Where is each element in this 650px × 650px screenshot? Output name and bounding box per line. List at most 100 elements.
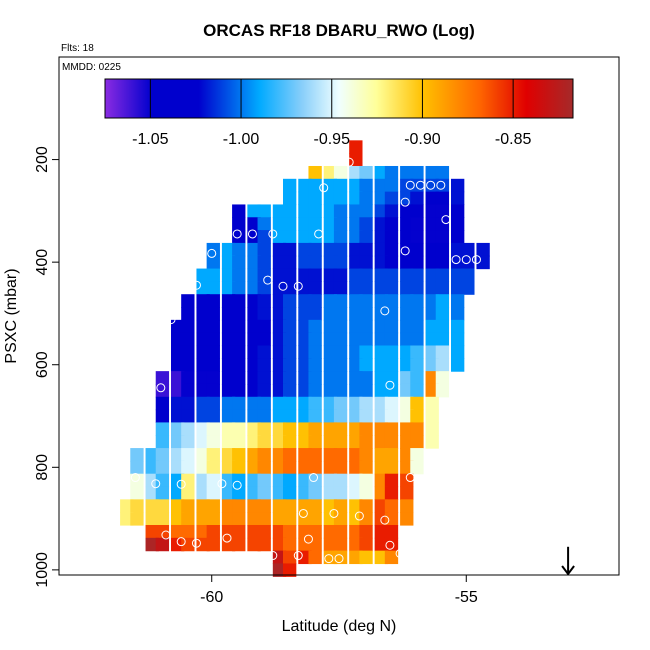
heatmap-cell: [410, 242, 424, 257]
heatmap-cell: [196, 435, 210, 449]
heatmap-cell: [323, 307, 338, 321]
heatmap-cell: [257, 294, 271, 308]
heatmap-cell: [349, 255, 363, 270]
heatmap-cell: [374, 178, 388, 193]
colorbar-tick-label: -0.90: [404, 131, 441, 148]
heatmap-cell: [145, 460, 159, 475]
heatmap-cell: [374, 358, 388, 372]
heatmap-cell: [400, 409, 414, 424]
heatmap-cell: [374, 191, 388, 206]
heatmap-cell: [298, 358, 312, 372]
heatmap-cell: [333, 268, 348, 282]
heatmap-cell: [333, 230, 348, 244]
heatmap-cell: [221, 460, 236, 475]
heatmap-cell: [272, 307, 287, 321]
heatmap-cell: [461, 242, 475, 257]
heatmap-cell: [374, 217, 388, 231]
heatmap-cell: [374, 332, 388, 347]
heatmap-cell: [425, 332, 439, 347]
heatmap-cell: [221, 512, 236, 526]
heatmap-cell: [232, 217, 246, 231]
heatmap-cell: [359, 165, 373, 180]
heatmap-cell: [232, 371, 246, 385]
heatmap-cell: [181, 358, 195, 372]
heatmap-cell: [461, 255, 475, 270]
heatmap-cell: [308, 345, 322, 359]
heatmap-cell: [232, 307, 246, 321]
heatmap-cell: [145, 524, 159, 539]
heatmap-cell: [410, 435, 424, 449]
heatmap-cell: [425, 358, 439, 372]
heatmap-cell: [196, 358, 210, 372]
heatmap-cell: [384, 191, 399, 206]
heatmap-cell: [232, 332, 246, 347]
heatmap-cell: [323, 512, 338, 526]
heatmap-cell: [283, 473, 297, 488]
heatmap-cell: [247, 358, 261, 372]
heatmap-cell: [232, 499, 246, 513]
heatmap-cell: [425, 165, 439, 180]
heatmap-cell: [451, 230, 465, 244]
heatmap-cell: [272, 409, 287, 424]
heatmap-cell: [323, 242, 338, 257]
heatmap-cell: [181, 473, 195, 488]
heatmap-cell: [359, 435, 373, 449]
observation-point: [400, 246, 410, 256]
heatmap-cell: [206, 268, 220, 282]
heatmap-cell: [181, 422, 195, 436]
heatmap-cell: [257, 371, 271, 385]
heatmap-cell: [257, 383, 271, 398]
heatmap-cell: [283, 486, 297, 500]
heatmap-cell: [257, 524, 271, 539]
heatmap-cell: [181, 499, 195, 513]
heatmap-cell: [410, 383, 424, 398]
heatmap-cell: [298, 512, 312, 526]
observation-point: [166, 315, 176, 325]
heatmap-cell: [349, 383, 363, 398]
heatmap-cell: [272, 435, 287, 449]
heatmap-cell: [206, 294, 220, 308]
heatmap-cell: [384, 255, 399, 270]
heatmap-cell: [333, 396, 348, 411]
chart-title: ORCAS RF18 DBARU_RWO (Log): [203, 21, 475, 40]
heatmap-cell: [272, 422, 287, 436]
heatmap-cell: [283, 563, 297, 577]
heatmap-cell: [283, 242, 297, 257]
heatmap-cell: [298, 217, 312, 231]
colorbar: -1.05 -1.00 -0.95 -0.90 -0.85: [104, 78, 574, 148]
heatmap-cell: [308, 486, 322, 500]
heatmap-cell: [196, 396, 210, 411]
heatmap-cell: [272, 268, 287, 282]
heatmap-cell: [298, 294, 312, 308]
heatmap-cell: [283, 217, 297, 231]
heatmap-cell: [221, 345, 236, 359]
heatmap-cell: [384, 422, 399, 436]
heatmap-cell: [221, 255, 236, 270]
heatmap-cell: [410, 409, 424, 424]
heatmap-cell: [333, 435, 348, 449]
heatmap-cell: [435, 217, 450, 231]
heatmap-cell: [181, 307, 195, 321]
heatmap-cell: [476, 242, 490, 257]
heatmap-cell: [435, 255, 450, 270]
heatmap-cell: [435, 230, 450, 244]
heatmap-cell: [196, 473, 210, 488]
heatmap-cell: [206, 255, 220, 270]
heatmap-cell: [323, 281, 338, 295]
heatmap-cell: [374, 230, 388, 244]
heatmap-cell: [298, 230, 312, 244]
heatmap-cell: [435, 319, 450, 334]
heatmap-cell: [221, 499, 236, 513]
heatmap-cell: [232, 255, 246, 270]
y-tick-label: 200: [34, 146, 51, 173]
heatmap-cell: [130, 473, 144, 488]
heatmap-cell: [181, 409, 195, 424]
heatmap-cell: [323, 473, 338, 488]
heatmap-cell: [283, 332, 297, 347]
heatmap-cell: [374, 255, 388, 270]
heatmap-cell: [155, 524, 170, 539]
heatmap-cell: [308, 178, 322, 193]
heatmap-cell: [349, 191, 363, 206]
heatmap-cell: [400, 165, 414, 180]
heatmap-cell: [298, 396, 312, 411]
